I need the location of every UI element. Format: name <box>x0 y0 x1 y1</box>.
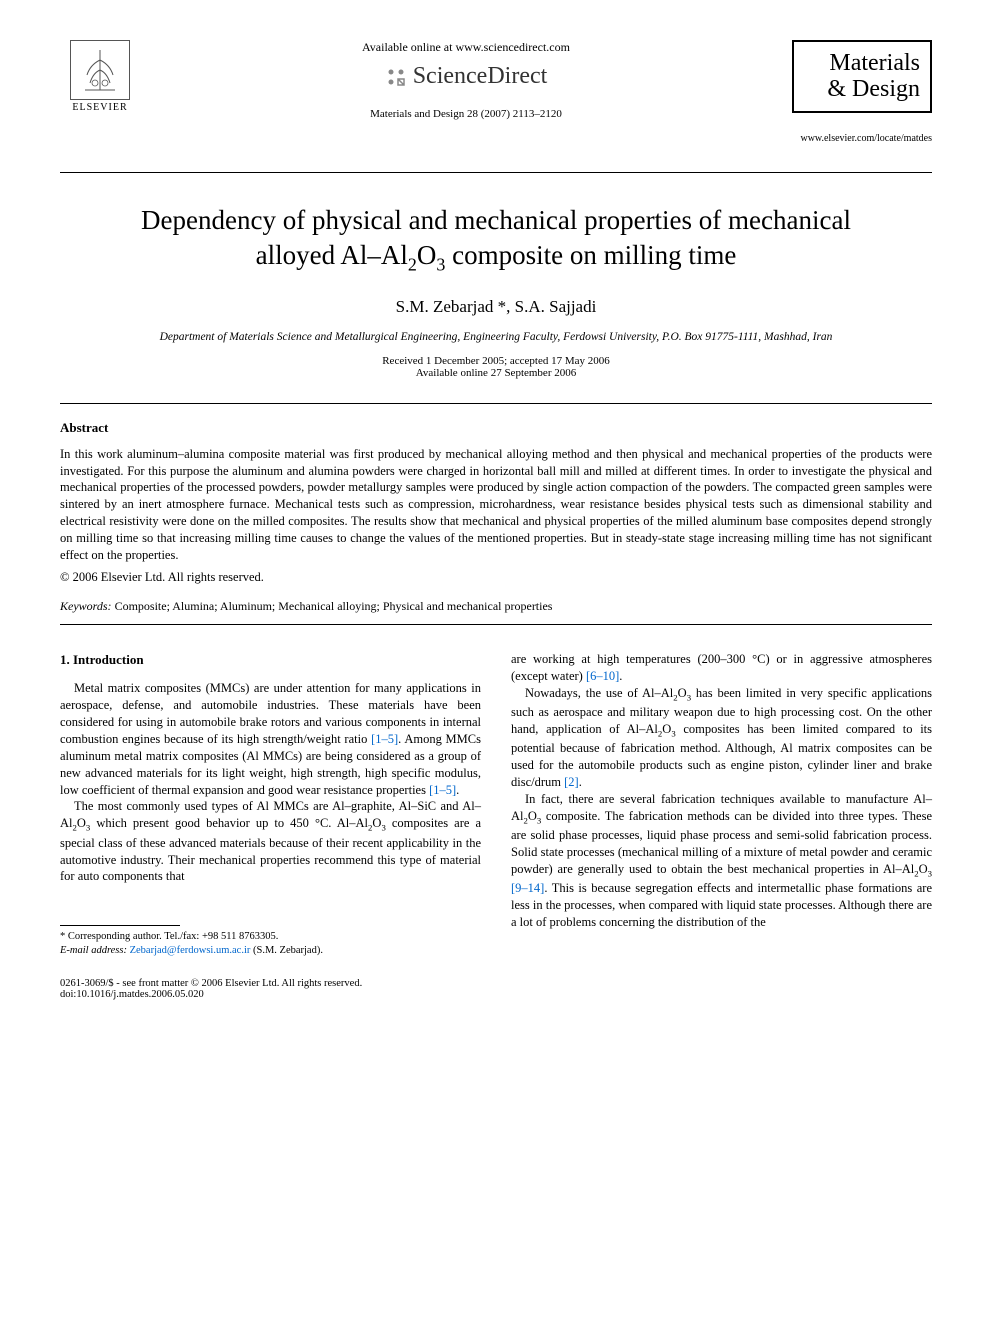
right-column: are working at high temperatures (200–30… <box>511 651 932 958</box>
doi: doi:10.1016/j.matdes.2006.05.020 <box>60 989 362 1000</box>
email-link[interactable]: Zebarjad@ferdowsi.um.ac.ir <box>130 945 251 956</box>
abstract-text: In this work aluminum–alumina composite … <box>60 446 932 564</box>
email-label: E-mail address: <box>60 945 127 956</box>
footer-left: 0261-3069/$ - see front matter © 2006 El… <box>60 978 362 1000</box>
section-1-heading: 1. Introduction <box>60 651 481 669</box>
journal-url: www.elsevier.com/locate/matdes <box>792 133 932 144</box>
abstract-heading: Abstract <box>60 420 932 436</box>
available-online-text: Available online at www.sciencedirect.co… <box>140 40 792 55</box>
elsevier-tree-icon <box>70 40 130 100</box>
journal-name-line2: & Design <box>804 76 920 102</box>
section-1-p5: In fact, there are several fabrication t… <box>511 791 932 931</box>
article-title: Dependency of physical and mechanical pr… <box>100 203 892 277</box>
elsevier-publisher-name: ELSEVIER <box>72 102 127 113</box>
header-rule <box>60 172 932 173</box>
corr-email-line: E-mail address: Zebarjad@ferdowsi.um.ac.… <box>60 944 481 958</box>
sciencedirect-icon <box>385 66 407 88</box>
sciencedirect-text: ScienceDirect <box>413 63 548 90</box>
front-matter: 0261-3069/$ - see front matter © 2006 El… <box>60 978 362 989</box>
journal-logo-container: Materials & Design www.elsevier.com/loca… <box>792 40 932 164</box>
abstract-copyright: © 2006 Elsevier Ltd. All rights reserved… <box>60 570 932 585</box>
journal-name-line1: Materials <box>804 50 920 76</box>
center-header: Available online at www.sciencedirect.co… <box>140 40 792 120</box>
received-date: Received 1 December 2005; accepted 17 Ma… <box>60 355 932 367</box>
footer: 0261-3069/$ - see front matter © 2006 El… <box>60 978 932 1000</box>
dates: Received 1 December 2005; accepted 17 Ma… <box>60 355 932 379</box>
abstract-top-rule <box>60 403 932 404</box>
abstract-bottom-rule <box>60 624 932 625</box>
keywords-label: Keywords: <box>60 599 112 613</box>
header-row: ELSEVIER Available online at www.science… <box>60 40 932 164</box>
corresponding-author-footnote: * Corresponding author. Tel./fax: +98 51… <box>60 930 481 957</box>
available-date: Available online 27 September 2006 <box>60 367 932 379</box>
journal-logo: Materials & Design <box>792 40 932 113</box>
keywords: Keywords: Composite; Alumina; Aluminum; … <box>60 599 932 614</box>
section-1-p3: are working at high temperatures (200–30… <box>511 651 932 685</box>
email-attribution: (S.M. Zebarjad). <box>253 945 323 956</box>
affiliation: Department of Materials Science and Meta… <box>60 331 932 343</box>
sciencedirect-logo: ScienceDirect <box>385 63 548 90</box>
body-columns: 1. Introduction Metal matrix composites … <box>60 651 932 958</box>
section-1-p4: Nowadays, the use of Al–Al2O3 has been l… <box>511 685 932 791</box>
authors: S.M. Zebarjad *, S.A. Sajjadi <box>60 297 932 317</box>
left-column: 1. Introduction Metal matrix composites … <box>60 651 481 958</box>
section-1-p1: Metal matrix composites (MMCs) are under… <box>60 680 481 798</box>
corr-author-line: * Corresponding author. Tel./fax: +98 51… <box>60 930 481 944</box>
footnote-separator <box>60 925 180 926</box>
keywords-text: Composite; Alumina; Aluminum; Mechanical… <box>115 599 553 613</box>
section-1-p2: The most commonly used types of Al MMCs … <box>60 798 481 885</box>
journal-reference: Materials and Design 28 (2007) 2113–2120 <box>140 108 792 120</box>
elsevier-logo: ELSEVIER <box>60 40 140 113</box>
